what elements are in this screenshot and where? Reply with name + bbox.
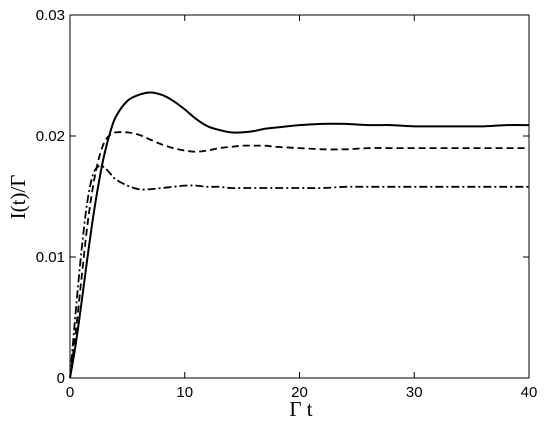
y-tick-label: 0.01 xyxy=(36,249,65,266)
y-axis-title: I(t)/Γ xyxy=(6,175,30,220)
plot-frame xyxy=(69,14,530,379)
ticks-layer: 0 10 20 30 40 0 0.01 0.02 0.03 xyxy=(36,7,538,401)
x-tick-label: 30 xyxy=(406,384,423,401)
series-line-dashed xyxy=(69,131,530,379)
series-line-solid xyxy=(69,91,530,379)
y-tick-label: 0.03 xyxy=(36,7,65,24)
y-tick-label: 0.02 xyxy=(36,128,65,145)
x-tick-label: 0 xyxy=(66,384,74,401)
x-tick-label: 10 xyxy=(176,384,193,401)
series-line-dash-dot xyxy=(69,164,529,379)
x-tick-label: 40 xyxy=(521,384,538,401)
x-tick-label: 20 xyxy=(291,384,308,401)
y-tick-label: 0 xyxy=(57,370,65,387)
x-axis-title: Γ t xyxy=(289,397,312,421)
series-layer xyxy=(69,91,530,379)
